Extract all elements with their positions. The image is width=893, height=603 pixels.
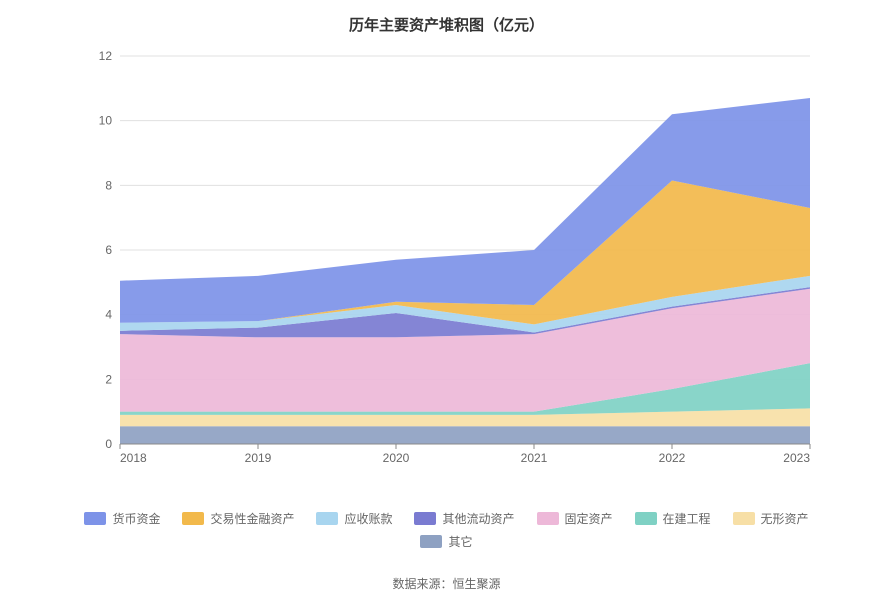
svg-text:10: 10	[99, 114, 113, 128]
legend-swatch	[635, 512, 657, 525]
legend-item[interactable]: 无形资产	[733, 510, 809, 527]
svg-text:2021: 2021	[521, 451, 548, 465]
legend-swatch	[316, 512, 338, 525]
svg-text:2: 2	[105, 372, 112, 386]
svg-text:4: 4	[105, 308, 112, 322]
legend-label: 无形资产	[761, 510, 809, 527]
legend-swatch	[537, 512, 559, 525]
svg-text:2023: 2023	[783, 451, 810, 465]
legend-item[interactable]: 应收账款	[316, 510, 392, 527]
legend-item[interactable]: 其它	[420, 533, 472, 550]
svg-text:2022: 2022	[659, 451, 686, 465]
svg-text:6: 6	[105, 243, 112, 257]
legend-label: 交易性金融资产	[210, 510, 294, 527]
legend-label: 其他流动资产	[442, 510, 514, 527]
data-source-label: 数据来源：恒生聚源	[0, 575, 893, 592]
legend-label: 应收账款	[344, 510, 392, 527]
legend-item[interactable]: 交易性金融资产	[182, 510, 294, 527]
chart-container: 历年主要资产堆积图（亿元） 0 2 4 6 8 10 12 2018 2019 2020 2021 2…	[0, 0, 893, 603]
legend-item[interactable]: 其他流动资产	[414, 510, 514, 527]
legend-swatch	[182, 512, 204, 525]
chart-title: 历年主要资产堆积图（亿元）	[0, 0, 893, 35]
stacked-area-chart: 0 2 4 6 8 10 12 2018 2019 2020 2021 2022 2023	[96, 48, 816, 468]
svg-text:2019: 2019	[245, 451, 272, 465]
legend-item[interactable]: 在建工程	[635, 510, 711, 527]
legend-label: 其它	[448, 533, 472, 550]
svg-text:0: 0	[105, 437, 112, 451]
legend-swatch	[420, 535, 442, 548]
legend-label: 货币资金	[112, 510, 160, 527]
chart-plot-area: 0 2 4 6 8 10 12 2018 2019 2020 2021 2022 2023	[96, 48, 816, 468]
svg-text:8: 8	[105, 178, 112, 192]
legend-swatch	[414, 512, 436, 525]
svg-text:2020: 2020	[383, 451, 410, 465]
legend-swatch	[733, 512, 755, 525]
legend-item[interactable]: 固定资产	[537, 510, 613, 527]
legend-label: 固定资产	[565, 510, 613, 527]
legend-label: 在建工程	[663, 510, 711, 527]
svg-text:2018: 2018	[120, 451, 147, 465]
svg-text:12: 12	[99, 49, 113, 63]
legend-item[interactable]: 货币资金	[84, 510, 160, 527]
chart-legend: 货币资金 交易性金融资产 应收账款 其他流动资产 固定资产 在建工程 无形资产其它	[60, 510, 833, 550]
legend-swatch	[84, 512, 106, 525]
